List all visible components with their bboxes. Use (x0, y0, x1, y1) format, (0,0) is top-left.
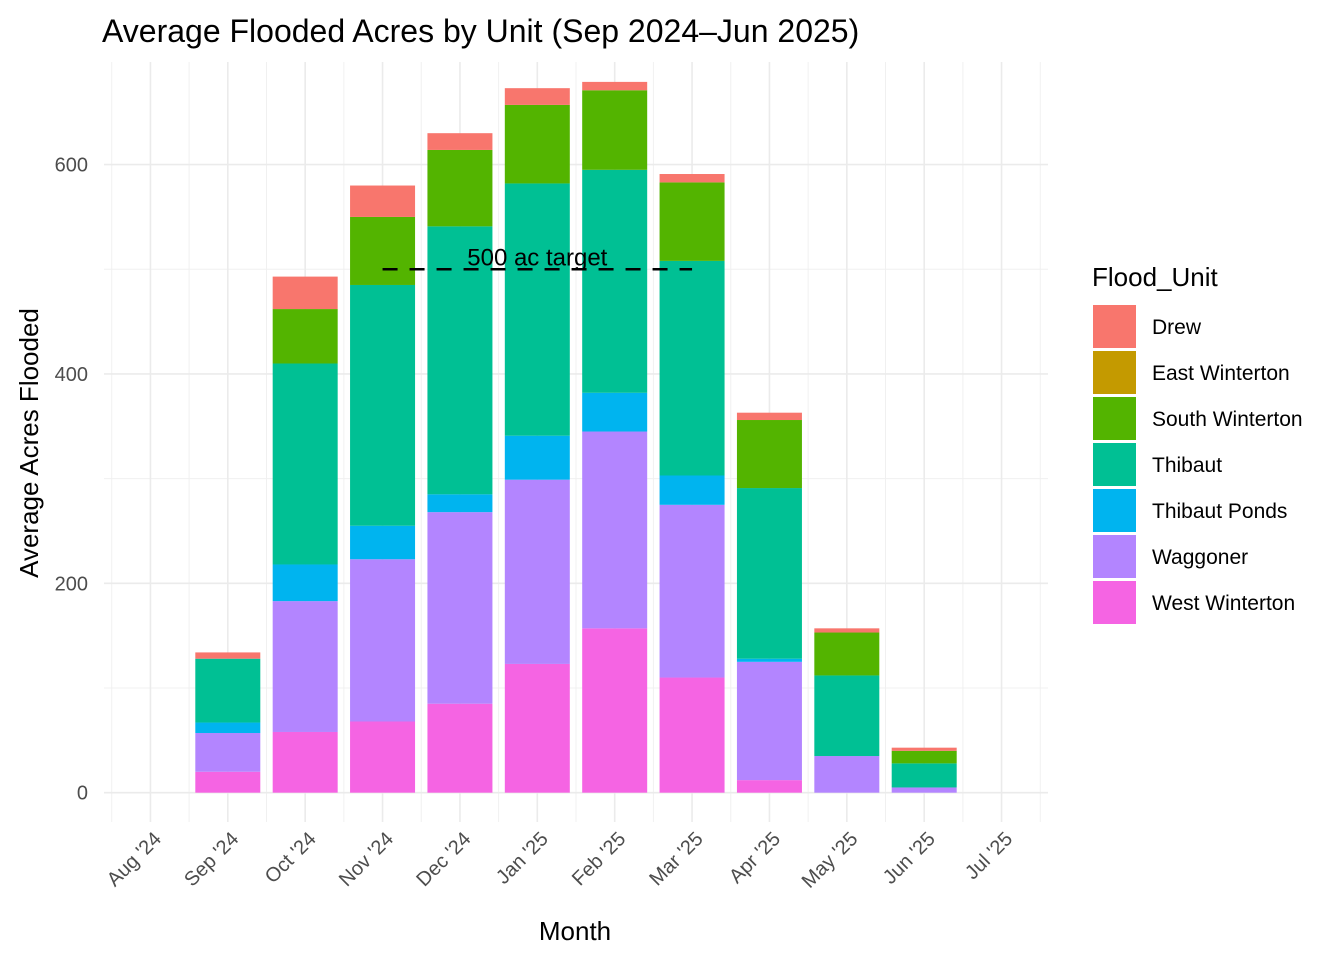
bar-segment (427, 226, 493, 495)
bar-segment (272, 276, 338, 310)
legend-key (1093, 351, 1136, 394)
x-tick-label: Mar '25 (645, 828, 707, 890)
bar-segment (659, 475, 725, 505)
bar-segment (582, 90, 648, 170)
y-axis-ticks: 0 200 400 600 (55, 155, 88, 805)
legend-label: Drew (1152, 316, 1202, 339)
bar-segment (195, 733, 261, 772)
bar-segment (350, 559, 416, 722)
legend-key (1093, 581, 1136, 624)
x-axis-title: Month (539, 916, 611, 946)
x-tick-label: Aug '24 (103, 828, 166, 891)
legend-label: East Winterton (1152, 362, 1290, 385)
bar-segment (272, 601, 338, 732)
bar-segment (350, 284, 416, 526)
x-tick-label: Nov '24 (335, 828, 398, 891)
bar-segment (350, 185, 416, 217)
bar-segment (736, 658, 802, 662)
x-tick-label: Jun '25 (879, 828, 940, 889)
x-tick-label: Dec '24 (412, 828, 475, 891)
bar-segment (659, 174, 725, 183)
bar-segment (582, 169, 648, 393)
legend-label: Thibaut Ponds (1152, 500, 1287, 523)
bar-segment (195, 652, 261, 659)
bar-segment (736, 661, 802, 781)
reference-line-group: 500 ac target (382, 244, 693, 271)
bar-segment (736, 488, 802, 659)
bar-segment (891, 750, 957, 764)
bar-segment (582, 81, 648, 91)
bar-segment (427, 703, 493, 793)
bar-segment (582, 431, 648, 629)
y-tick-label: 600 (55, 155, 88, 177)
x-tick-label: Jan '25 (492, 828, 553, 889)
bar-segment (582, 392, 648, 432)
bar-segment (659, 260, 725, 476)
bar-segment (427, 494, 493, 513)
bar-segment (814, 756, 880, 793)
bar-segment (891, 787, 957, 793)
bar-segment (504, 104, 570, 184)
legend-title: Flood_Unit (1092, 262, 1219, 292)
bar-segment (582, 628, 648, 793)
legend-label: Waggoner (1152, 546, 1248, 569)
bar-segment (195, 658, 261, 723)
bar-segment (195, 722, 261, 734)
bar-segment (350, 216, 416, 285)
bar-segment (195, 771, 261, 793)
reference-line-label: 500 ac target (467, 244, 607, 271)
bar-segment (427, 133, 493, 150)
legend-key (1093, 535, 1136, 578)
y-axis-title: Average Acres Flooded (14, 308, 44, 578)
legend-key (1093, 397, 1136, 440)
y-tick-label: 0 (77, 783, 88, 805)
y-tick-label: 200 (55, 573, 88, 595)
bar-segment (350, 721, 416, 793)
bar-segment (504, 88, 570, 105)
legend-key (1093, 305, 1136, 348)
bar-segment (736, 780, 802, 793)
bar-segment (814, 675, 880, 757)
x-axis-ticks: Aug '24 Sep '24 Oct '24 Nov '24 Dec '24 Jan '… (103, 828, 1017, 893)
bar-segment (504, 183, 570, 436)
bar-segment (272, 363, 338, 565)
legend-label: West Winterton (1152, 592, 1295, 615)
bar-segment (814, 628, 880, 633)
legend-key (1093, 489, 1136, 532)
bar-segment (272, 564, 338, 602)
bar-segment (504, 435, 570, 480)
bars (195, 81, 957, 793)
bar-segment (659, 182, 725, 261)
x-tick-label: May '25 (798, 828, 863, 893)
bar-segment (814, 632, 880, 676)
bar-segment (659, 504, 725, 678)
bar-segment (427, 512, 493, 704)
bar-segment (891, 763, 957, 788)
x-tick-label: Jul '25 (961, 828, 1017, 884)
legend-key (1093, 443, 1136, 486)
bar-segment (272, 309, 338, 364)
bar-segment (659, 677, 725, 793)
x-tick-label: Apr '25 (725, 828, 785, 888)
x-tick-label: Feb '25 (568, 828, 630, 890)
x-tick-label: Oct '24 (261, 828, 321, 888)
bar-segment (350, 525, 416, 560)
legend-label: Thibaut (1152, 454, 1222, 477)
bar-segment (736, 420, 802, 489)
legend-label: South Winterton (1152, 408, 1303, 431)
bar-segment (736, 412, 802, 421)
bar-segment (427, 149, 493, 227)
bar-segment (504, 663, 570, 793)
bar-segment (891, 747, 957, 751)
bar-segment (504, 479, 570, 664)
legend: Flood_Unit Drew East Winterton South Winte… (1092, 262, 1303, 624)
x-tick-label: Sep '24 (180, 828, 243, 891)
bar-segment (272, 731, 338, 793)
y-tick-label: 400 (55, 364, 88, 386)
chart-title: Average Flooded Acres by Unit (Sep 2024–… (102, 13, 859, 49)
